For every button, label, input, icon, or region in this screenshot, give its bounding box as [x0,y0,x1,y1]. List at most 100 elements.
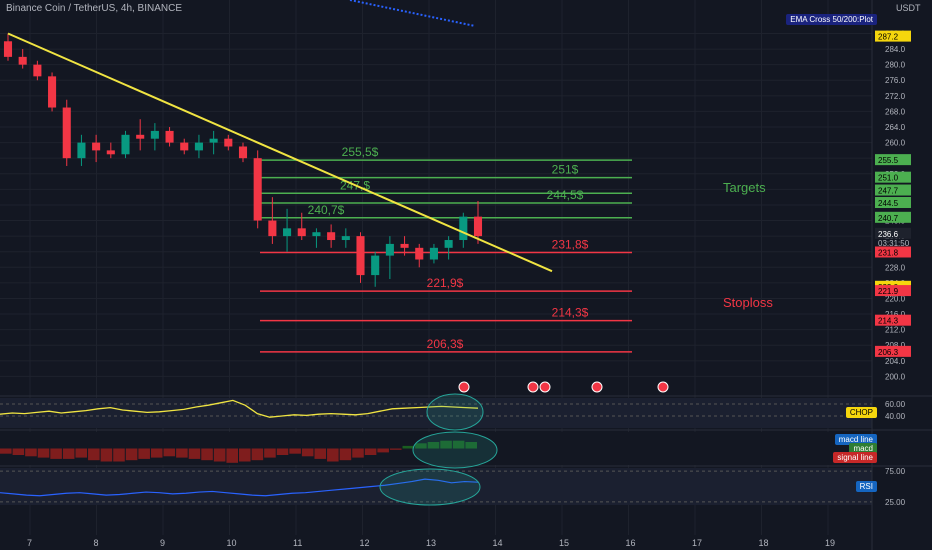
time-tick-label: 9 [160,538,165,548]
candle-body [92,142,101,151]
macd-bar [188,448,201,459]
rsi-tick: 25.00 [885,498,906,507]
macd-bar [50,448,62,459]
candle-body [415,247,424,260]
price-tick-label: 264.0 [885,123,906,132]
macd-bar [364,448,377,455]
indicator-panes: 60.00 40.00 75.00 25.00 [0,381,932,507]
event-marker-icon [458,381,470,393]
price-tag-label: 231.8 [878,248,899,257]
level-label: 251$ [552,163,579,177]
macd-bar [100,448,113,462]
candle-body [444,240,453,248]
candle-body [238,146,248,159]
candle-body [33,64,42,77]
price-tag [875,30,911,42]
macd-bar [402,445,415,449]
level-label: 231,8$ [552,237,589,251]
level-label: 221,9$ [427,276,464,290]
time-tick-label: 7 [27,538,32,548]
price-tag [875,285,911,297]
macd-bar [239,448,251,462]
macd-bar [440,440,452,449]
macd-bar [352,448,364,458]
macd-bar [37,448,50,458]
candle-body [473,216,483,237]
price-axis[interactable]: 200.0204.0208.0212.0216.0220.0224.0228.0… [871,0,911,550]
event-marker-icon [657,381,669,393]
price-tick-label: 204.0 [885,357,906,366]
candle-body [312,232,321,237]
level-label: 240,7$ [308,203,345,217]
candle-body [194,142,203,151]
chop-tick: 60.00 [885,400,906,409]
time-tick-label: 14 [493,538,503,548]
ema-legend[interactable]: EMA Cross 50/200:Plot [786,14,877,25]
rsi-legend[interactable]: RSI [855,481,877,492]
macd-bar [150,448,163,458]
macd-bar [264,448,276,458]
price-tick-label: 260.0 [885,139,906,148]
price-tick-label: 208.0 [885,341,906,350]
candle-body [327,232,336,241]
level-label: 244,5$ [547,188,584,202]
signal-line-legend[interactable]: signal line [833,452,877,463]
macd-bar [377,448,389,453]
candle-body [18,56,27,65]
price-tag [875,345,911,357]
ema-line [349,0,476,27]
rsi-tick: 75.00 [885,467,906,476]
macd-bar [163,448,176,457]
macd-bar [415,443,427,449]
price-tag [875,314,911,326]
chop-legend[interactable]: CHOP [845,407,877,418]
candle-body [341,236,350,241]
targets-label: Targets [723,180,766,195]
price-tag-label: 244.5 [878,199,899,208]
level-label: 214,3$ [552,306,589,320]
indicator-pane-bg [0,468,872,505]
price-tag-label: 236.6 [878,230,899,239]
price-tick-label: 228.0 [885,263,906,272]
price-tag [875,246,911,258]
candle-body [429,247,438,260]
price-tag-label: 206.3 [878,348,899,357]
price-tick-label: 272.0 [885,92,906,101]
symbol-title: Binance Coin / TetherUS, 4h, BINANCE [6,3,183,14]
price-tag [875,211,911,223]
macd-line-legend[interactable]: macd line [834,434,877,445]
price-tick-label: 280.0 [885,61,906,70]
macd-bar [427,442,440,449]
macd-bar [176,448,188,458]
price-tag-label: 255.5 [878,156,899,165]
candle-body [400,243,409,248]
chop-tick: 40.00 [885,412,906,421]
time-axis[interactable]: 7 8 9 10 11 12 13 14 15 16 17 18 19 [27,538,835,548]
candle-body [209,138,218,143]
macd-legend[interactable]: macd [849,443,877,454]
chop-line [0,399,479,418]
indicator-pane-bg [0,398,872,428]
candle-body [459,216,468,241]
highlight-ellipse [426,393,484,431]
price-tag [875,184,911,196]
target-and-stoploss-levels: 255,5$251$247,$244,5$240,7$231,8$221,9$2… [260,145,632,353]
candle-body [77,142,86,159]
macd-bar [75,448,88,458]
macd-bar [314,448,327,459]
candle-body [385,243,394,256]
macd-bar [327,448,339,462]
countdown-label: 03:31:50 [878,239,910,248]
macd-bar [138,448,150,459]
time-tick-label: 13 [426,538,436,548]
candle-body [165,130,174,143]
candle-body [106,150,115,155]
time-tick-label: 11 [293,538,302,548]
candle-body [283,228,292,237]
price-tick-label: 268.0 [885,107,906,116]
downtrend-line[interactable] [7,32,553,273]
price-tag-label: 240.7 [878,214,899,223]
macd-bar [251,448,264,461]
time-tick-label: 17 [692,538,702,548]
